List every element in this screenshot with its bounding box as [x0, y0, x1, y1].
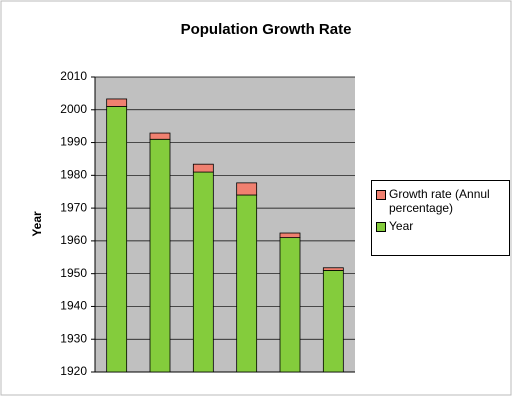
bar-segment: [279, 232, 301, 239]
legend-label: Growth rate (Annul percentage): [389, 187, 490, 215]
bar-segment: [149, 138, 171, 373]
legend-label: Year: [389, 219, 414, 233]
y-tick-label: 1970: [60, 200, 87, 214]
bar-segment: [236, 194, 258, 373]
y-axis-label: Year: [30, 211, 44, 237]
bar-segment: [149, 132, 171, 140]
chart-title: Population Growth Rate: [181, 21, 352, 38]
y-tick-label: 1920: [60, 364, 87, 378]
legend-swatch: [376, 190, 386, 200]
legend: Growth rate (Annul percentage) Year: [371, 180, 510, 256]
bar-segment: [192, 171, 214, 373]
bar-segment: [322, 267, 344, 271]
bar-segment: [106, 98, 128, 107]
plot-area: [95, 77, 355, 372]
bar-segment: [279, 237, 301, 373]
legend-entry: Year: [376, 219, 505, 233]
legend-entry: Growth rate (Annul percentage): [376, 187, 505, 215]
y-tick-label: 2010: [60, 69, 87, 83]
y-tick-label: 2000: [60, 102, 87, 116]
y-tick-label: 1930: [60, 331, 87, 345]
y-tick-label: 1940: [60, 299, 87, 313]
bar-segment: [322, 269, 344, 373]
y-tick-label: 1960: [60, 233, 87, 247]
legend-swatch: [376, 222, 386, 232]
y-tick-label: 1980: [60, 168, 87, 182]
y-tick-label: 1990: [60, 135, 87, 149]
bar-segment: [192, 163, 214, 173]
bar-segment: [106, 106, 128, 373]
bar-segment: [236, 182, 258, 196]
y-tick-label: 1950: [60, 266, 87, 280]
